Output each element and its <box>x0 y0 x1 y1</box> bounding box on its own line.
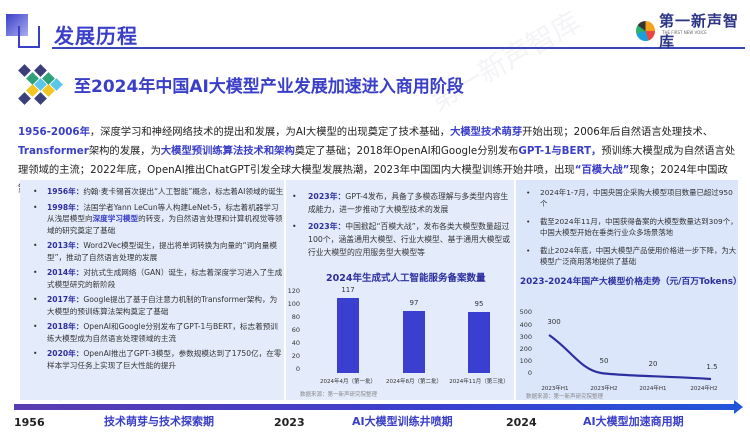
y-tick: 200 <box>519 345 532 353</box>
bar-chart-title: 2024年生成式人工智能服务备案数量 <box>326 273 486 284</box>
intro-text: 架构的发展，为 <box>88 145 161 157</box>
x-label: 2024年11月（第三批） <box>449 379 509 385</box>
x-label: 2023年H1 <box>541 386 569 392</box>
timeline-phase: 技术萌芽与技术探索期 <box>104 415 214 428</box>
milestone-item: 1956年：约翰·麦卡锡首次提出“人工智能”概念，标志着AI领域的诞生 <box>20 186 284 198</box>
milestone-list: 2024年1-7月，中国央国企采购大模型项目数量已超过950个 截至2024年1… <box>516 187 738 267</box>
intro-highlight: GPT-1与BERT， <box>518 145 602 157</box>
watermark: 第一新声智库 <box>423 5 586 118</box>
section-subtitle: 至2024年中国AI大模型产业发展加速进入商用阶段 <box>74 77 464 97</box>
point-value: 300 <box>547 318 561 326</box>
point-value: 1.5 <box>706 363 718 371</box>
logo-icon <box>636 21 655 41</box>
y-tick: 400 <box>519 321 532 329</box>
milestone-item: 2014年：对抗式生成网络（GAN）诞生，标志着深度学习进入了生成式模型研究的新… <box>20 267 284 290</box>
brand-logo: 第一新声智库 THE FIRST NEW VOICE <box>636 10 750 52</box>
milestone-item: 2023年：GPT-4发布，具备了多模态理解与多类型内容生成能力，进一步推动了大… <box>286 190 514 216</box>
milestone-item: 2017年：Google提出了基于自注意力机制的Transformer架构，为大… <box>20 294 284 317</box>
y-tick: 100 <box>287 300 300 308</box>
bar <box>468 312 490 373</box>
header-divider <box>52 47 745 49</box>
logo-text: 第一新声智库 <box>658 12 739 51</box>
milestone-item: 2024年1-7月，中国央国企采购大模型项目数量已超过950个 <box>516 187 738 209</box>
intro-highlight: 大模型技术萌芽 <box>450 126 523 138</box>
x-label: 2024年H1 <box>639 386 667 392</box>
y-tick: 100 <box>519 357 532 365</box>
price-trend-line <box>548 334 712 381</box>
timeline-phase: AI大模型训练井喷期 <box>352 415 453 428</box>
intro-text: 开始出现；2006年后自然语言处理技术、 <box>522 126 714 138</box>
point-value: 50 <box>599 357 609 365</box>
timeline-year: 2023 <box>274 416 305 429</box>
timeline-arrow-icon <box>734 400 743 414</box>
timeline-phase: AI大模型加速商用期 <box>583 415 684 428</box>
y-tick: 300 <box>519 333 532 341</box>
milestone-item: 2013年：Word2Vec模型诞生，提出将单词转换为向量的“词向量模型”，推动… <box>20 240 284 263</box>
x-label: 2024年H2 <box>690 386 718 392</box>
intro-text: 奠定了基础；2018年OpenAI和Google分别发布 <box>294 145 519 157</box>
y-tick: 20 <box>291 352 300 360</box>
intro-text: 预训练大模型成为自然语言处理领域的主流；2022年底，OpenAI推出ChatG… <box>18 145 736 176</box>
y-tick: 80 <box>291 313 300 321</box>
panel-training-boom-period: 2023年：GPT-4发布，具备了多模态理解与多类型内容生成能力，进一步推动了大… <box>286 180 514 400</box>
title-decoration-icon <box>6 14 42 50</box>
bar-value: 117 <box>341 286 355 294</box>
bar <box>337 298 359 373</box>
intro-highlight: “百模大战” <box>574 164 630 176</box>
bar-value: 97 <box>409 299 419 307</box>
milestone-item: 2023年：中国掀起“百模大战”，发布各类大模型数量超过100个，涵盖通用大模型… <box>286 220 514 259</box>
x-label: 2024年8月（第二批） <box>386 379 442 385</box>
milestone-item: 2020年：OpenAI推出了GPT-3模型，参数规模达到了1750亿，在零样本… <box>20 348 284 371</box>
page-title: 发展历程 <box>54 24 138 48</box>
data-source: 数据来源：第一新声研究院整理 <box>300 392 378 398</box>
milestone-item: 2018年：OpenAI和Google分别发布了GPT-1与BERT，标志着预训… <box>20 321 284 344</box>
line-chart-title: 2023-2024年国产大模型价格走势（元/百万Tokens） <box>520 277 742 287</box>
y-tick: 0 <box>527 369 532 377</box>
y-tick: 60 <box>291 326 300 334</box>
milestone-list: 1956年：约翰·麦卡锡首次提出“人工智能”概念，标志着AI领域的诞生 1998… <box>20 186 284 371</box>
y-tick: 120 <box>287 287 300 295</box>
point-value: 20 <box>648 360 658 368</box>
bar <box>403 311 425 373</box>
x-label: 2023年H2 <box>590 386 618 392</box>
timeline-year: 1956 <box>14 416 45 429</box>
x-label: 2024年4月（第一批） <box>320 379 376 385</box>
y-tick: 500 <box>519 308 532 316</box>
milestone-item: 截至2024年11月，中国获得备案的大模型数量达到309个，中国大模型开始在垂类… <box>516 216 738 238</box>
y-tick: 0 <box>295 365 300 373</box>
milestone-item: 1998年：法国学者Yann LeCun等人构建LeNet-5，标志着机器学习从… <box>20 202 284 237</box>
bar-value: 95 <box>474 300 484 308</box>
panel-commercialization-period: 2024年1-7月，中国央国企采购大模型项目数量已超过950个 截至2024年1… <box>516 180 742 400</box>
timeline-bar <box>14 404 736 410</box>
timeline-year: 2024 <box>506 416 537 429</box>
milestone-list: 2023年：GPT-4发布，具备了多模态理解与多类型内容生成能力，进一步推动了大… <box>286 190 514 259</box>
intro-highlight: 1956-2006年 <box>18 126 90 138</box>
intro-text: ，深度学习和神经网络技术的提出和发展，为AI大模型的出现奠定了技术基础， <box>89 126 451 138</box>
logo-subtext: THE FIRST NEW VOICE <box>662 30 707 35</box>
intro-highlight: Transformer <box>18 145 89 157</box>
diamond-cluster-icon <box>16 64 63 105</box>
intro-highlight: 大模型预训练算法技术和架构 <box>160 145 295 157</box>
milestone-item: 截止2024年底，中国大模型产品使用价格进一步下降，为大模型广泛商用落地提供了基… <box>516 245 738 267</box>
panel-exploration-period: 1956年：约翰·麦卡锡首次提出“人工智能”概念，标志着AI领域的诞生 1998… <box>20 180 284 400</box>
y-tick: 40 <box>291 339 300 347</box>
data-source: 数据来源：第一新声研究院整理 <box>526 394 604 400</box>
intro-paragraph: 1956-2006年，深度学习和神经网络技术的提出和发展，为AI大模型的出现奠定… <box>18 123 738 199</box>
